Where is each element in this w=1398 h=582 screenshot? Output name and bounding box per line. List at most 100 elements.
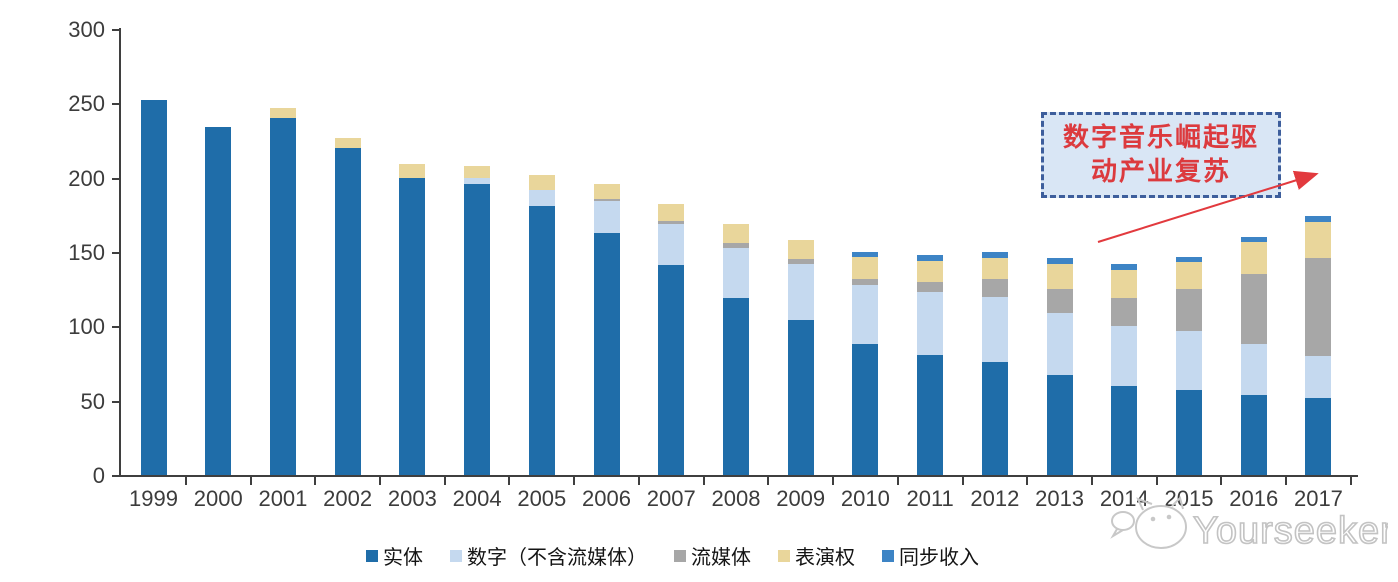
bar-2003 — [399, 164, 426, 475]
x-axis-tick — [573, 477, 576, 485]
x-axis-tick — [249, 477, 252, 485]
annotation-arrow — [1097, 170, 1319, 243]
bar-segment-2005-表演权 — [528, 174, 555, 190]
legend-swatch-实体 — [366, 549, 378, 562]
bar-segment-2012-同步收入 — [981, 252, 1008, 258]
x-axis-label: 2003 — [387, 486, 437, 511]
legend-label: 流媒体 — [691, 547, 751, 569]
bar-2005 — [528, 174, 555, 475]
legend-item-流媒体: 流媒体 — [674, 541, 751, 570]
y-axis-tick — [112, 475, 120, 477]
x-axis-label: 1999 — [129, 486, 178, 511]
bar-segment-2000-实体 — [205, 127, 232, 475]
bar-2007 — [658, 204, 685, 475]
bar-segment-2016-流媒体 — [1240, 274, 1267, 345]
bar-segment-2004-表演权 — [464, 165, 491, 178]
bar-segment-2010-同步收入 — [852, 252, 879, 257]
bar-segment-2004-实体 — [464, 183, 491, 475]
x-axis-tick — [1349, 477, 1352, 485]
bar-segment-2015-表演权 — [1176, 262, 1203, 290]
bar-segment-2006-实体 — [593, 232, 620, 475]
legend-label: 数字（不含流媒体） — [467, 547, 647, 569]
y-axis-tick — [112, 177, 120, 180]
bar-2017 — [1305, 216, 1332, 475]
x-axis-tick — [767, 477, 770, 485]
bar-segment-2014-表演权 — [1111, 269, 1138, 299]
bar-segment-2016-数字（不含流媒体） — [1240, 344, 1267, 395]
bar-segment-2017-实体 — [1305, 397, 1332, 475]
bar-segment-2003-表演权 — [399, 164, 426, 178]
x-axis-tick — [702, 477, 705, 485]
x-axis-tick — [637, 477, 640, 485]
y-axis-label: 150 — [68, 240, 105, 265]
bar-segment-2013-流媒体 — [1046, 289, 1073, 313]
bar-segment-2011-表演权 — [917, 260, 944, 282]
bar-2013 — [1046, 257, 1073, 475]
bar-2016 — [1240, 237, 1267, 475]
bar-segment-2003-实体 — [399, 177, 426, 475]
bar-segment-2014-流媒体 — [1111, 298, 1138, 327]
bar-segment-2017-同步收入 — [1305, 216, 1332, 223]
x-axis-tick — [184, 477, 187, 485]
x-axis-tick — [443, 477, 446, 485]
bar-segment-2007-数字（不含流媒体） — [658, 223, 685, 266]
bar-segment-2007-实体 — [658, 265, 685, 475]
bar-segment-2016-表演权 — [1240, 241, 1267, 275]
bar-segment-2005-数字（不含流媒体） — [528, 189, 555, 206]
x-axis-label: 2015 — [1164, 486, 1214, 511]
bar-segment-2010-流媒体 — [852, 278, 879, 285]
bar-segment-2010-表演权 — [852, 256, 879, 279]
bar-segment-2008-流媒体 — [722, 243, 749, 248]
x-axis-tick — [961, 477, 964, 485]
bar-segment-2011-实体 — [917, 354, 944, 475]
legend: 实体 数字（不含流媒体） 流媒体 表演权 同步收入 — [366, 541, 979, 570]
y-axis-tick — [112, 29, 120, 31]
x-axis-tick — [1090, 477, 1093, 485]
x-axis-label: 2002 — [323, 486, 373, 511]
bar-segment-2010-数字（不含流媒体） — [852, 284, 879, 345]
bar-segment-2010-实体 — [852, 344, 879, 475]
y-axis-label: 250 — [68, 91, 105, 117]
bar-segment-2011-同步收入 — [917, 255, 944, 261]
x-axis-tick — [314, 477, 317, 485]
x-axis-label: 2005 — [517, 486, 567, 511]
bar-segment-2015-实体 — [1176, 390, 1203, 475]
bar-segment-2011-数字（不含流媒体） — [917, 292, 944, 355]
bar-segment-2014-同步收入 — [1111, 263, 1138, 270]
bar-2006 — [593, 183, 620, 475]
x-axis-tick — [1285, 477, 1288, 485]
x-axis-label: 2016 — [1229, 486, 1279, 511]
legend-item-表演权: 表演权 — [778, 541, 855, 570]
watermark-text: Yourseeker — [1193, 510, 1388, 552]
x-axis-label: 2017 — [1293, 486, 1343, 511]
bar-segment-2014-实体 — [1111, 385, 1138, 475]
x-axis-tick — [1155, 477, 1158, 485]
bar-2000 — [205, 127, 232, 475]
bar-segment-2009-流媒体 — [787, 259, 814, 264]
bar-segment-2015-同步收入 — [1176, 256, 1203, 263]
bar-segment-2015-数字（不含流媒体） — [1176, 330, 1203, 391]
bar-2011 — [917, 255, 944, 475]
bar-1999 — [140, 100, 167, 475]
bar-segment-2017-流媒体 — [1305, 257, 1332, 357]
x-axis-label: 2006 — [582, 486, 631, 511]
bar-segment-2008-数字（不含流媒体） — [722, 247, 749, 299]
bar-2008 — [722, 223, 749, 475]
x-axis-label: 2001 — [258, 486, 308, 511]
bar-segment-2013-数字（不含流媒体） — [1046, 312, 1073, 376]
x-axis-tick — [379, 477, 382, 485]
yourseeker-logo-icon — [1110, 496, 1187, 549]
bar-segment-2008-实体 — [722, 298, 749, 475]
x-axis-tick — [896, 477, 899, 485]
bar-segment-2016-实体 — [1240, 394, 1267, 475]
bar-segment-2017-表演权 — [1305, 222, 1332, 258]
legend-label: 同步收入 — [899, 547, 979, 569]
bar-segment-2016-同步收入 — [1240, 237, 1267, 242]
legend-swatch-流媒体 — [674, 549, 686, 562]
x-axis-label: 2009 — [776, 486, 826, 511]
bar-segment-2012-表演权 — [981, 257, 1008, 279]
x-axis-label: 2012 — [970, 486, 1020, 511]
bar-2009 — [787, 240, 814, 475]
y-axis-label: 100 — [68, 314, 105, 340]
bar-segment-2012-数字（不含流媒体） — [981, 296, 1008, 363]
